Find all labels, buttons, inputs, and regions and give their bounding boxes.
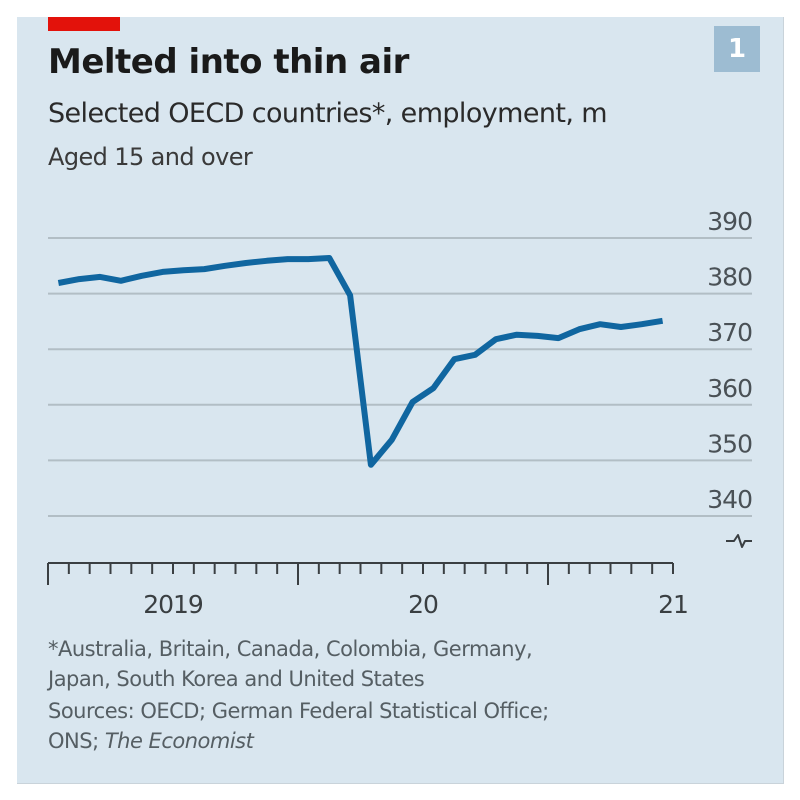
gridlines	[48, 237, 752, 517]
y-tick-label: 340	[707, 485, 752, 514]
footnote: *Australia, Britain, Canada, Colombia, G…	[48, 634, 688, 756]
chart-number-badge: 1	[714, 26, 760, 72]
x-axis: 2019 20 21	[47, 562, 689, 619]
y-tick-label: 350	[707, 429, 752, 458]
y-tick-label: 390	[707, 207, 752, 236]
axis-break-icon	[726, 534, 752, 548]
footnote-sources-line2: ONS; The Economist	[48, 726, 688, 756]
x-tick-label: 20	[408, 590, 438, 619]
y-tick-label: 380	[707, 263, 752, 292]
series-line-employment	[57, 255, 664, 468]
y-tick-label: 370	[707, 318, 752, 347]
y-tick-label: 360	[707, 374, 752, 403]
x-tick-label: 2019	[143, 590, 203, 619]
series-layer	[57, 255, 664, 468]
brand-red-bar	[48, 17, 120, 31]
sources-economist: The Economist	[104, 729, 254, 753]
footnote-sources-line1: Sources: OECD; German Federal Statistica…	[48, 699, 549, 723]
chart-subsubtitle: Aged 15 and over	[48, 143, 253, 171]
y-tick-labels: 390 380 370 360 350 340	[707, 207, 753, 514]
chart-panel	[17, 17, 784, 784]
x-tick-label: 21	[658, 590, 688, 619]
footnote-countries-line1: *Australia, Britain, Canada, Colombia, G…	[48, 637, 533, 661]
chart-title: Melted into thin air	[48, 42, 409, 82]
footnote-countries-line2: Japan, South Korea and United States	[48, 667, 425, 691]
chart-subtitle: Selected OECD countries*, employment, m	[48, 98, 608, 129]
sources-prefix: ONS;	[48, 729, 105, 753]
